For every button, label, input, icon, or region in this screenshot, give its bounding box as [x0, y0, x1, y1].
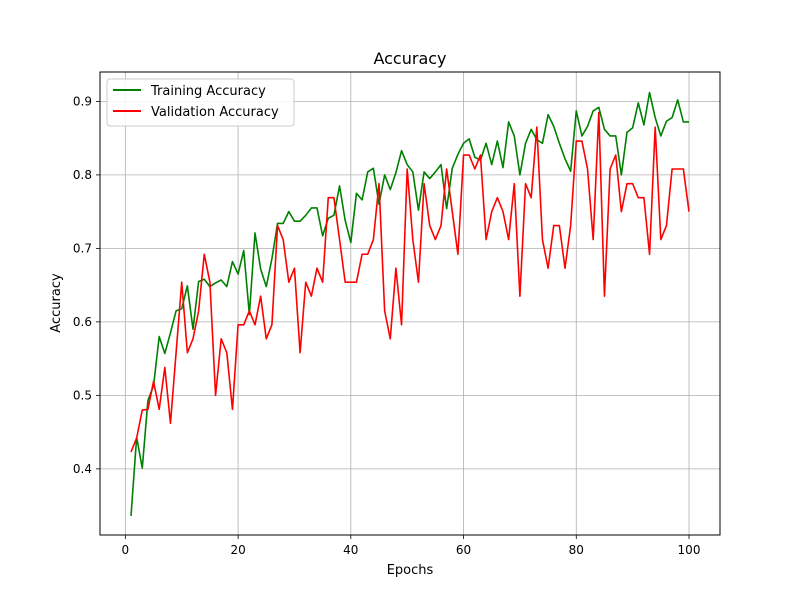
series-line-training [130, 91, 689, 516]
y-tick-label: 0.4 [73, 462, 92, 476]
y-tick-label: 0.7 [73, 241, 92, 255]
x-tick-label: 20 [230, 543, 245, 557]
y-tick-label: 0.6 [73, 315, 92, 329]
legend-label-validation: Validation Accuracy [151, 105, 279, 120]
legend-box [106, 78, 295, 127]
tick-layer: 0 20 40 60 80 100 0.4 0.5 0.6 0.7 0.8 0.9 [73, 94, 701, 557]
x-tick-label: 80 [569, 543, 584, 557]
x-tick-label: 60 [456, 543, 471, 557]
chart-title: Accuracy [373, 49, 446, 68]
x-tick-label: 0 [122, 543, 130, 557]
legend: Training Accuracy Validation Accuracy [106, 78, 295, 127]
series-line-validation [130, 111, 690, 453]
x-tick-label: 40 [343, 543, 358, 557]
y-tick-label: 0.5 [73, 388, 92, 402]
y-tick-label: 0.8 [73, 168, 92, 182]
legend-label-training: Training Accuracy [150, 84, 266, 99]
x-axis-label: Epochs [387, 563, 434, 578]
series-layer [130, 91, 690, 516]
plot-frame [99, 71, 721, 536]
grid-layer [100, 72, 720, 535]
y-tick-label: 0.9 [73, 94, 92, 108]
y-axis-label: Accuracy [49, 273, 64, 333]
x-tick-label: 100 [678, 543, 701, 557]
